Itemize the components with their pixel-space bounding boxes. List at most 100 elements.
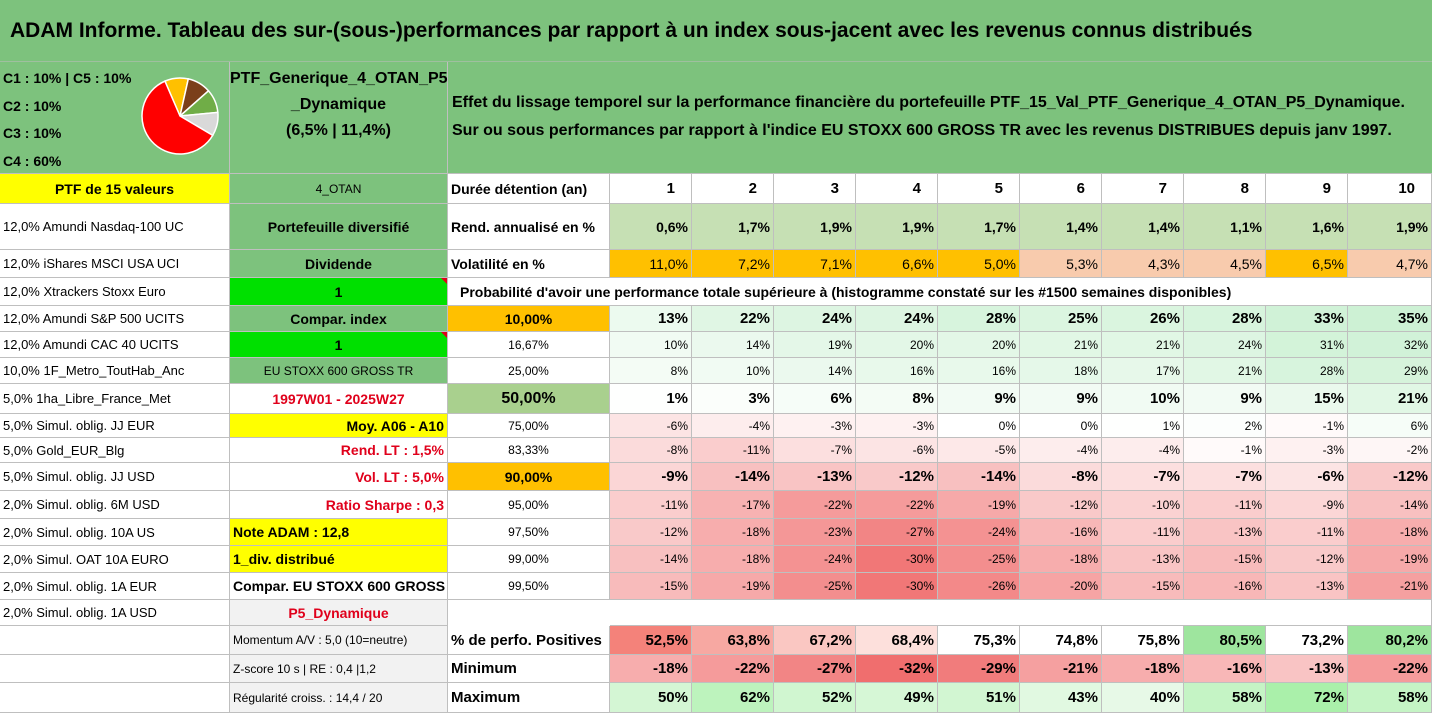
quantile-cell[interactable]: 20% (938, 332, 1020, 358)
positive-cell[interactable]: 80,2% (1348, 626, 1432, 655)
quantile-cell[interactable]: -18% (1020, 546, 1102, 573)
param-dividende[interactable]: Dividende (230, 250, 448, 278)
positive-cell[interactable]: 68,4% (856, 626, 938, 655)
param-momentum[interactable]: Momentum A/V : 5,0 (10=neutre) (230, 626, 448, 655)
quantile-cell[interactable]: -13% (1266, 573, 1348, 600)
min-cell[interactable]: -29% (938, 655, 1020, 683)
quantile-cell[interactable]: 33% (1266, 306, 1348, 332)
quantile-cell[interactable]: 28% (938, 306, 1020, 332)
quantile-cell[interactable]: -12% (1348, 463, 1432, 491)
quantile-cell[interactable]: 6% (774, 384, 856, 414)
vol-cell[interactable]: 5,3% (1020, 250, 1102, 278)
quantile-cell[interactable]: -14% (610, 546, 692, 573)
param-vol-lt[interactable]: Vol. LT : 5,0% (230, 463, 448, 491)
rend-cell[interactable]: 1,4% (1102, 204, 1184, 250)
quantile-cell[interactable]: 25% (1020, 306, 1102, 332)
max-cell[interactable]: 52% (774, 683, 856, 713)
quantile-cell[interactable]: -11% (692, 438, 774, 463)
quantile-cell[interactable]: 8% (856, 384, 938, 414)
quantile-cell[interactable]: -14% (1348, 491, 1432, 519)
quantile-cell[interactable]: -3% (856, 414, 938, 438)
quantile-cell[interactable]: 21% (1348, 384, 1432, 414)
prob-label[interactable]: Probabilité d'avoir une performance tota… (448, 278, 1432, 306)
quantile-cell[interactable]: 16% (856, 358, 938, 384)
quantile-p[interactable]: 95,00% (448, 491, 610, 519)
quantile-cell[interactable]: 13% (610, 306, 692, 332)
quantile-cell[interactable]: -18% (692, 546, 774, 573)
quantile-cell[interactable]: -20% (1020, 573, 1102, 600)
rend-cell[interactable]: 1,9% (1348, 204, 1432, 250)
vol-cell[interactable]: 6,6% (856, 250, 938, 278)
year-header-4[interactable]: 4 (856, 174, 938, 204)
holding-row[interactable]: 5,0% Gold_EUR_Blg (0, 438, 230, 463)
quantile-cell[interactable]: 24% (1184, 332, 1266, 358)
year-header-8[interactable]: 8 (1184, 174, 1266, 204)
quantile-cell[interactable]: -7% (774, 438, 856, 463)
max-cell[interactable]: 58% (1184, 683, 1266, 713)
vol-cell[interactable]: 11,0% (610, 250, 692, 278)
quantile-cell[interactable]: 21% (1102, 332, 1184, 358)
quantile-cell[interactable]: 24% (856, 306, 938, 332)
holdings-header[interactable]: PTF de 15 valeurs (0, 174, 230, 204)
quantile-cell[interactable]: -11% (1266, 519, 1348, 546)
quantile-cell[interactable]: 18% (1020, 358, 1102, 384)
holding-row[interactable]: 12,0% iShares MSCI USA UCI (0, 250, 230, 278)
positive-cell[interactable]: 75,3% (938, 626, 1020, 655)
quantile-cell[interactable]: 1% (610, 384, 692, 414)
quantile-cell[interactable]: 15% (1266, 384, 1348, 414)
param-value-2[interactable]: 1 (230, 332, 448, 358)
quantile-cell[interactable]: 9% (938, 384, 1020, 414)
quantile-cell[interactable]: -4% (692, 414, 774, 438)
quantile-cell[interactable]: -9% (610, 463, 692, 491)
vol-cell[interactable]: 7,2% (692, 250, 774, 278)
holding-row[interactable]: 2,0% Simul. oblig. 6M USD (0, 491, 230, 519)
quantile-cell[interactable]: -24% (774, 546, 856, 573)
quantile-cell[interactable]: -19% (692, 573, 774, 600)
quantile-cell[interactable]: -23% (774, 519, 856, 546)
quantile-cell[interactable]: -11% (1184, 491, 1266, 519)
year-header-9[interactable]: 9 (1266, 174, 1348, 204)
param-rend-lt[interactable]: Rend. LT : 1,5% (230, 438, 448, 463)
empty-row[interactable] (610, 600, 1432, 626)
quantile-cell[interactable]: -18% (692, 519, 774, 546)
rend-cell[interactable]: 1,9% (774, 204, 856, 250)
param-compar-index[interactable]: Compar. index (230, 306, 448, 332)
quantile-cell[interactable]: 35% (1348, 306, 1432, 332)
quantile-p[interactable]: 99,50% (448, 573, 610, 600)
quantile-cell[interactable]: -12% (610, 519, 692, 546)
param-zscore[interactable]: Z-score 10 s | RE : 0,4 |1,2 (230, 655, 448, 683)
positive-cell[interactable]: 63,8% (692, 626, 774, 655)
holding-row[interactable]: 2,0% Simul. OAT 10A EURO (0, 546, 230, 573)
quantile-cell[interactable]: -14% (938, 463, 1020, 491)
rend-cell[interactable]: 1,6% (1266, 204, 1348, 250)
max-cell[interactable]: 58% (1348, 683, 1432, 713)
quantile-cell[interactable]: 6% (1348, 414, 1432, 438)
quantile-cell[interactable]: 10% (692, 358, 774, 384)
max-cell[interactable]: 40% (1102, 683, 1184, 713)
quantile-cell[interactable]: -4% (1102, 438, 1184, 463)
quantile-cell[interactable]: -8% (610, 438, 692, 463)
min-label[interactable]: Minimum (448, 655, 610, 683)
quantile-cell[interactable]: -3% (1266, 438, 1348, 463)
min-cell[interactable]: -27% (774, 655, 856, 683)
quantile-cell[interactable]: -25% (938, 546, 1020, 573)
holding-row[interactable]: 5,0% Simul. oblig. JJ EUR (0, 414, 230, 438)
quantile-cell[interactable]: -22% (774, 491, 856, 519)
rend-label[interactable]: Rend. annualisé en % (448, 204, 610, 250)
param-sharpe[interactable]: Ratio Sharpe : 0,3 (230, 491, 448, 519)
rend-cell[interactable]: 1,9% (856, 204, 938, 250)
min-cell[interactable]: -18% (1102, 655, 1184, 683)
quantile-cell[interactable]: -13% (774, 463, 856, 491)
holding-row[interactable]: 2,0% Simul. oblig. 1A EUR (0, 573, 230, 600)
quantile-cell[interactable]: -11% (610, 491, 692, 519)
quantile-cell[interactable]: -1% (1184, 438, 1266, 463)
holding-row[interactable]: 12,0% Amundi Nasdaq-100 UC (0, 204, 230, 250)
holding-row[interactable]: 2,0% Simul. oblig. 10A US (0, 519, 230, 546)
quantile-cell[interactable]: -24% (938, 519, 1020, 546)
quantile-cell[interactable]: 9% (1184, 384, 1266, 414)
param-compar-eu[interactable]: Compar. EU STOXX 600 GROSS TR (230, 573, 448, 600)
year-header-10[interactable]: 10 (1348, 174, 1432, 204)
quantile-cell[interactable]: 9% (1020, 384, 1102, 414)
vol-cell[interactable]: 5,0% (938, 250, 1020, 278)
quantile-cell[interactable]: -4% (1020, 438, 1102, 463)
